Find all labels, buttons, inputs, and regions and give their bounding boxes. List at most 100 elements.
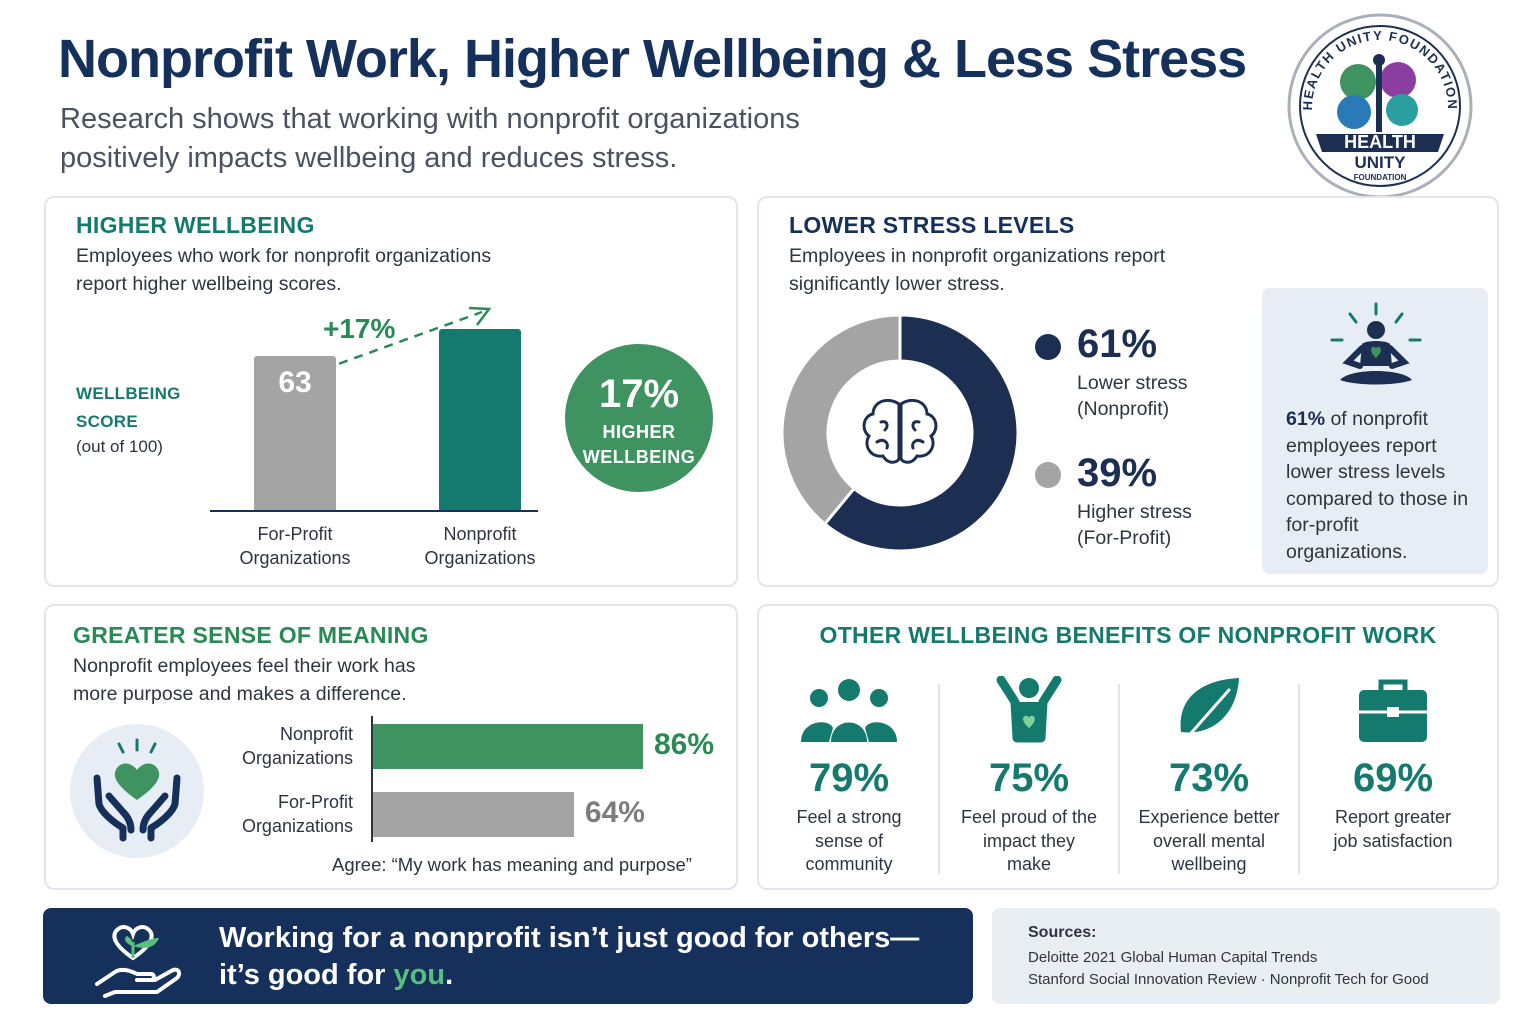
heart-sprout-in-hand-icon	[95, 925, 182, 998]
footer-banner: Working for a nonprofit isn’t just good …	[43, 908, 973, 1004]
higher-stress-label: Higher stress (For-Profit)	[1077, 499, 1192, 551]
wellbeing-bar-category: Nonprofit Organizations	[424, 524, 536, 568]
leaf-icon	[1177, 678, 1239, 746]
wellbeing-desc-line-2: report higher wellbeing scores.	[76, 273, 342, 295]
legend-dot-nonprofit	[1035, 334, 1061, 360]
wellbeing-title: HIGHER WELLBEING	[76, 212, 315, 238]
benefit-pride: 75% Feel proud of the impact they make	[939, 670, 1119, 880]
meaning-title: GREATER SENSE OF MEANING	[73, 622, 429, 648]
meaning-bar-forprofit	[373, 792, 574, 837]
benefit-divider	[1118, 684, 1120, 874]
subtitle-line-2: positively impacts wellbeing and reduces…	[60, 142, 678, 174]
benefit-job-line-2: job satisfaction	[1333, 830, 1453, 851]
badge-line-2: WELLBEING	[582, 447, 696, 467]
benefit-community-label: Feel a strong sense of community	[759, 806, 939, 877]
benefit-job-line-1: Report greater	[1334, 807, 1452, 827]
stress-callout-value: 61%	[1286, 408, 1326, 430]
heart-hands-badge	[70, 724, 204, 858]
source-ssir: Stanford Social Innovation Review · Nonp…	[1028, 971, 1429, 988]
logo-line-2: UNITY	[1355, 153, 1407, 172]
higher-wellbeing-card: HIGHER WELLBEING Employees who work for …	[44, 196, 738, 587]
people-group-icon	[801, 679, 897, 742]
logo-line-1: HEALTH	[1344, 132, 1416, 152]
higher-wellbeing-badge: 17% HIGHER WELLBEING	[565, 344, 713, 492]
heart-in-hands-icon	[93, 738, 181, 842]
benefit-mental-line-2: overall mental	[1152, 830, 1266, 851]
benefit-pride-line-3: make	[1006, 854, 1051, 874]
benefit-mental-line-3: wellbeing	[1171, 854, 1247, 874]
benefit-job-satisfaction-value: 69%	[1352, 756, 1434, 800]
briefcase-icon	[1359, 679, 1427, 742]
stress-desc-line-2: significantly lower stress.	[789, 273, 1005, 295]
meaning-chart-caption: Agree: “My work has meaning and purpose”	[332, 854, 692, 875]
legend-dot-forprofit	[1035, 462, 1061, 488]
benefit-community-line-1: Feel a strong	[796, 807, 902, 827]
lower-stress-card: LOWER STRESS LEVELS Employees in nonprof…	[757, 196, 1499, 587]
higher-stress-label-line-2: (For-Profit)	[1077, 527, 1172, 549]
benefit-pride-line-2: impact they	[982, 830, 1076, 851]
stress-title: LOWER STRESS LEVELS	[789, 212, 1075, 238]
meaning-chart-axis	[371, 716, 373, 842]
meditation-icon	[1330, 302, 1422, 385]
stress-desc-line-1: Employees in nonprofit organizations rep…	[789, 245, 1166, 267]
footer-highlight-you: you	[393, 959, 446, 991]
donut-slice-lower-stress	[822, 314, 1019, 552]
health-unity-foundation-logo: HEALTH UNITY FOUNDATION HEALTH UNITY FOU…	[1287, 13, 1473, 199]
score-label-line-1: WELLBEING	[76, 384, 181, 403]
lower-stress-label: Lower stress (Nonprofit)	[1077, 370, 1188, 422]
badge-line-1: HIGHER	[602, 422, 676, 442]
benefit-pride-value: 75%	[988, 756, 1070, 800]
wellbeing-bar-category: For-Profit Organizations	[239, 524, 351, 568]
other-benefits-card: OTHER WELLBEING BENEFITS OF NONPROFIT WO…	[757, 604, 1499, 890]
wellbeing-score-label: WELLBEING SCORE	[76, 380, 181, 436]
footer-message: Working for a nonprofit isn’t just good …	[219, 920, 919, 994]
footer-line-2-pre: it’s good for	[219, 959, 394, 991]
wellbeing-score-scale: (out of 100)	[76, 437, 163, 456]
source-deloitte: Deloitte 2021 Global Human Capital Trend…	[1028, 949, 1318, 966]
benefit-divider	[938, 684, 940, 874]
stress-callout-text: 61% of nonprofit employees report lower …	[1286, 406, 1480, 565]
sources-box: Sources: Deloitte 2021 Global Human Capi…	[992, 908, 1500, 1004]
meaning-desc-line-1: Nonprofit employees feel their work has	[73, 655, 416, 677]
benefit-mental-wellbeing: 73% Experience better overall mental wel…	[1119, 670, 1299, 880]
meaning-bar-category: For-Profit Organizations	[241, 792, 353, 836]
badge-text: HIGHER WELLBEING	[565, 420, 713, 470]
benefit-pride-line-1: Feel proud of the	[960, 807, 1098, 827]
lower-stress-label-line-1: Lower stress	[1077, 372, 1188, 394]
stress-description: Employees in nonprofit organizations rep…	[789, 242, 1165, 298]
score-label-line-2: SCORE	[76, 412, 138, 431]
benefit-pride-label: Feel proud of the impact they make	[939, 806, 1119, 877]
higher-stress-label-line-1: Higher stress	[1077, 501, 1192, 523]
benefits-title: OTHER WELLBEING BENEFITS OF NONPROFIT WO…	[819, 622, 1437, 648]
benefit-community: 79% Feel a strong sense of community	[759, 670, 939, 880]
stress-callout-box: 61% of nonprofit employees report lower …	[1262, 288, 1488, 574]
subtitle-line-1: Research shows that working with nonprof…	[60, 103, 800, 135]
benefit-job-satisfaction: 69% Report greater job satisfaction	[1303, 670, 1483, 880]
benefit-community-line-3: community	[805, 854, 893, 874]
footer-message-line-1: Working for a nonprofit isn’t just good …	[219, 922, 920, 954]
badge-value: 17%	[598, 372, 680, 416]
sense-of-meaning-card: GREATER SENSE OF MEANING Nonprofit emplo…	[44, 604, 738, 890]
celebrating-person-icon	[996, 676, 1062, 743]
meaning-bar-nonprofit	[373, 724, 643, 769]
stress-donut-chart	[781, 314, 1019, 552]
meaning-description: Nonprofit employees feel their work has …	[73, 652, 416, 708]
lower-stress-value: 61%	[1077, 322, 1158, 366]
meaning-bar-value: 64%	[584, 796, 645, 829]
meaning-bar-category: Nonprofit Organizations	[241, 724, 353, 768]
meaning-desc-line-2: more purpose and makes a difference.	[73, 683, 407, 705]
benefit-mental-wellbeing-label: Experience better overall mental wellbei…	[1119, 806, 1299, 877]
wellbeing-bar-value: 63	[278, 365, 312, 399]
lower-stress-label-line-2: (Nonprofit)	[1077, 398, 1170, 420]
meaning-bar-value: 86%	[654, 728, 715, 761]
benefit-divider	[1298, 684, 1300, 874]
benefit-mental-line-1: Experience better	[1138, 807, 1280, 827]
wellbeing-desc-line-1: Employees who work for nonprofit organiz…	[76, 245, 492, 267]
benefit-job-satisfaction-label: Report greater job satisfaction	[1303, 806, 1483, 853]
benefit-mental-wellbeing-value: 73%	[1168, 756, 1250, 800]
wellbeing-bar-forprofit	[254, 355, 336, 510]
wellbeing-chart-axis	[210, 510, 538, 512]
wellbeing-increase-label: +17%	[323, 313, 396, 344]
higher-stress-value: 39%	[1077, 451, 1158, 495]
stress-callout-rest: of nonprofit employees report lower stre…	[1286, 408, 1469, 563]
